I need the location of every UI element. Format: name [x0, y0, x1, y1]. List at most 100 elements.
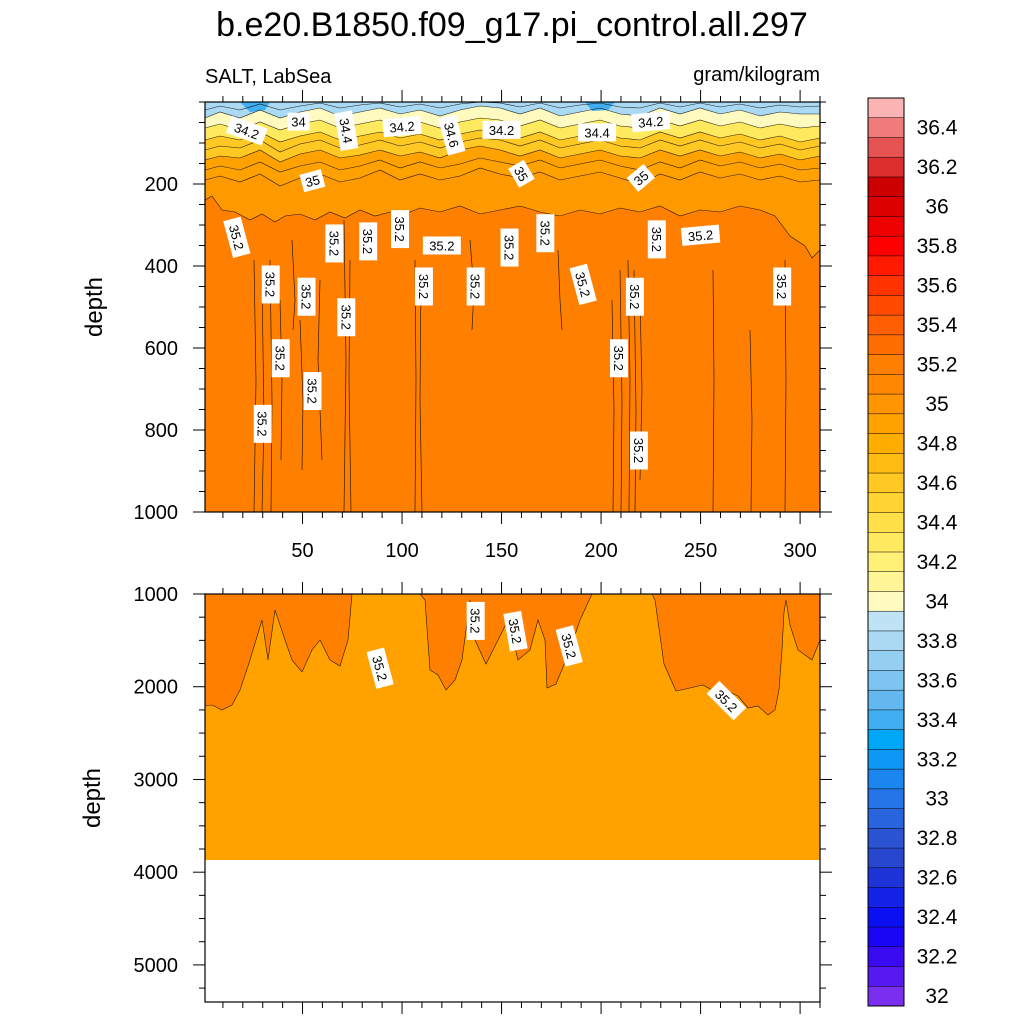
colorbar-swatch [868, 315, 904, 336]
contour-label: 35.2 [466, 267, 485, 306]
contour-label: 35.2 [359, 222, 378, 261]
colorbar-swatch [868, 394, 904, 415]
colorbar-swatch [868, 946, 904, 967]
contour-label-background [261, 265, 280, 304]
contour-label-background [391, 210, 410, 249]
contour-label: 35.2 [629, 431, 648, 470]
colorbar-swatch [868, 690, 904, 711]
colorbar-swatch [868, 255, 904, 276]
contour-label-text: 35.2 [360, 229, 375, 254]
lower-x-axis [222, 582, 821, 1014]
colorbar-swatch [868, 552, 904, 573]
contour-line [253, 259, 257, 513]
contour-label-text: 34.2 [638, 114, 665, 131]
colorbar-swatch [868, 848, 904, 869]
contour-label-background [631, 111, 671, 133]
contour-line [633, 269, 637, 513]
colorbar-frame [867, 97, 905, 1007]
contour-label-background [680, 224, 721, 246]
lower-contour-line [204, 593, 821, 716]
colorbar-swatch [868, 236, 904, 257]
contour-label-text: 35.2 [558, 632, 579, 660]
contour-label-background [225, 115, 268, 146]
contour-label: 34.6 [438, 114, 466, 156]
contour-label-text: 35.2 [502, 235, 517, 260]
contour-label-background [508, 159, 535, 188]
contour-label-background [629, 431, 648, 470]
upper-fill-352-region [205, 196, 820, 512]
contour-label-background [287, 112, 310, 131]
colorbar-swatch [868, 907, 904, 928]
contour-label-text: 35.2 [774, 274, 789, 299]
colorbar-swatch [868, 670, 904, 691]
contour-label: 35.2 [422, 236, 461, 255]
contour-label: 35.2 [253, 404, 272, 443]
colorbar-swatch [868, 473, 904, 494]
contour-line [611, 299, 615, 513]
contour-label-text: 35.2 [226, 223, 247, 251]
contour-label-text: 35.2 [369, 654, 390, 682]
contour-label: 35 [299, 169, 326, 193]
contour-label-background [706, 680, 747, 721]
colorbar-label: 33.4 [917, 709, 958, 732]
lower-y-axis: 1000 2000 3000 4000 5000 [134, 584, 832, 989]
contour-label-text: 35.2 [627, 284, 642, 309]
contour-label-text: 35.2 [468, 274, 483, 299]
colorbar-label: 32.4 [917, 906, 958, 929]
contour-label-text: 35.2 [392, 216, 407, 241]
y-tick-label: 600 [145, 338, 178, 360]
contour-label-background [303, 372, 322, 411]
contour-line [204, 101, 821, 111]
contour-label-background [626, 163, 656, 192]
contour-label: 35.2 [466, 601, 485, 640]
colorbar-swatch [868, 157, 904, 178]
contour-label-background [609, 339, 628, 378]
contour-label-background [414, 267, 433, 306]
contour-label-text: 34.2 [389, 119, 416, 136]
contour-label-text: 34 [291, 115, 305, 130]
contour-label-text: 35.2 [326, 231, 341, 256]
contour-line [204, 137, 821, 153]
contour-line [749, 329, 753, 513]
colorbar-label: 36 [925, 196, 948, 219]
contour-label-text: 35.2 [537, 221, 552, 246]
colorbar-swatch [868, 887, 904, 908]
colorbar-swatch [868, 295, 904, 316]
contour-label-background [578, 123, 617, 142]
colorbar-swatch [868, 196, 904, 217]
contour-label-background [466, 267, 485, 306]
contour-label: 35.2 [625, 277, 644, 316]
colorbar-swatch [868, 433, 904, 454]
contour-label: 35.2 [325, 224, 344, 263]
colorbar-swatch [868, 729, 904, 750]
colorbar-swatch [868, 571, 904, 592]
colorbar-swatch [868, 275, 904, 296]
contour-label: 35.2 [500, 228, 519, 267]
y-tick-label: 800 [145, 420, 178, 442]
contour-label: 35.2 [555, 625, 583, 667]
contour-label-text: 35 [511, 164, 531, 184]
contour-label: 35.2 [706, 680, 747, 721]
contour-label-background [503, 610, 528, 652]
contour-label-text: 35.2 [468, 608, 483, 633]
x-tick-label: 50 [291, 540, 313, 562]
contour-label-background [334, 110, 359, 151]
upper-panel: 34.2 34 34.4 34.2 34.6 34.2 34.4 34.2 35 35 35 35.2… [81, 90, 832, 562]
contour-label-background [359, 222, 378, 261]
colorbar-label: 32.2 [917, 946, 958, 969]
contour-label-background [223, 216, 251, 258]
contour-label-text: 35.2 [649, 227, 664, 252]
contour-label-background [299, 169, 326, 193]
colorbar-swatch [868, 986, 904, 1007]
contour-label: 35.2 [337, 298, 356, 337]
contour-line [204, 195, 821, 259]
contour-label-text: 34.4 [584, 125, 609, 140]
colorbar-swatch [868, 611, 904, 632]
chart-title: b.e20.B1850.f09_g17.pi_control.all.297 [216, 6, 808, 44]
contour-label-text: 35.2 [505, 617, 524, 645]
contour-label: 35.2 [366, 647, 394, 689]
contour-label: 35.2 [503, 610, 528, 652]
colorbar-swatch [868, 927, 904, 948]
colorbar-label: 33.8 [917, 630, 958, 653]
